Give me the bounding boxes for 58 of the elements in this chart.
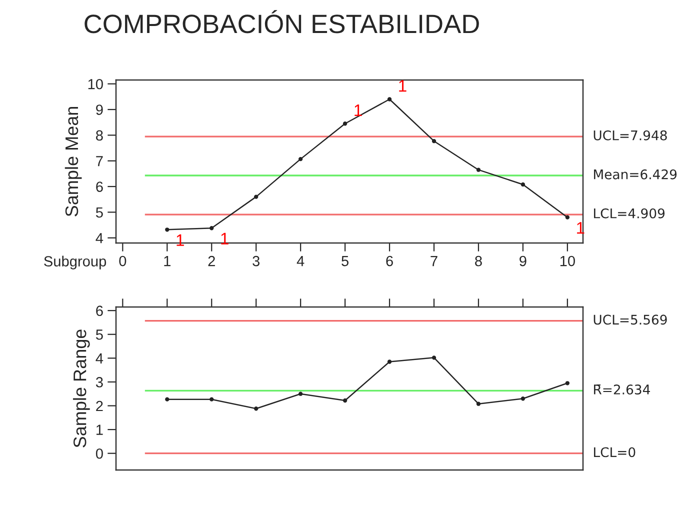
point — [476, 168, 481, 172]
x-tick-label: 6 — [386, 256, 393, 266]
y-tick-label: 6 — [96, 306, 103, 316]
x-tick-label: 3 — [252, 256, 260, 266]
point — [342, 122, 348, 126]
x-tick-label: 8 — [475, 256, 482, 266]
point — [342, 398, 348, 403]
point — [165, 228, 170, 232]
point — [432, 356, 436, 360]
y-tick-label: 7 — [96, 156, 103, 166]
ref-line-label: R̄=2.634 — [594, 384, 650, 394]
y-tick-label: 8 — [96, 130, 103, 141]
x-tick-label: 0 — [119, 256, 126, 266]
y-tick-label: 1 — [96, 424, 103, 435]
point — [520, 396, 526, 401]
point — [387, 360, 392, 364]
ref-line-label: Mean=6.429 — [594, 169, 677, 180]
point — [210, 397, 214, 402]
x-tick-label: 2 — [208, 256, 215, 266]
y-tick-label: 3 — [96, 377, 103, 388]
ref-line-label: UCL=7.948 — [594, 130, 667, 140]
point — [298, 156, 303, 162]
ref-line-label: LCL=4.909 — [594, 208, 665, 218]
y-tick-label: 0 — [96, 448, 103, 459]
y-tick-label: 9 — [96, 104, 103, 115]
y-tick-label: 4 — [96, 233, 104, 244]
x-tick-label: 1 — [164, 256, 170, 266]
x-tick-label: 7 — [430, 256, 438, 266]
y-tick-label: 6 — [96, 182, 103, 192]
x-tick-label: 9 — [520, 256, 526, 266]
point — [254, 194, 258, 199]
ref-line-label: UCL=5.569 — [594, 314, 667, 325]
point — [476, 402, 481, 406]
y-tick-label: 4 — [96, 353, 104, 364]
annotation: 1 — [221, 232, 228, 244]
point — [520, 182, 526, 187]
x-axis-title: Subgroup — [44, 256, 106, 270]
y-tick-label: 2 — [96, 400, 103, 412]
point — [165, 397, 170, 402]
point — [387, 97, 392, 102]
y-axis-title: Sample Range — [73, 330, 90, 448]
point — [210, 226, 214, 230]
point — [432, 139, 436, 144]
ref-line-label: LCL=0 — [594, 447, 636, 458]
y-tick-label: 5 — [96, 330, 103, 340]
annotation: 1 — [354, 104, 362, 116]
x-tick-label: 10 — [560, 256, 575, 266]
y-tick-label: 10 — [88, 78, 103, 90]
point — [298, 392, 303, 396]
x-tick-label: 4 — [296, 256, 304, 266]
point — [565, 215, 570, 220]
chart-title: COMPROBACIÓN ESTABILIDAD — [84, 10, 479, 34]
x-tick-label: 5 — [342, 256, 348, 266]
y-axis-title: Sample Mean — [64, 106, 82, 216]
point — [254, 406, 258, 411]
point — [565, 381, 570, 386]
annotation: 1 — [399, 80, 406, 92]
y-tick-label: 5 — [96, 207, 103, 218]
